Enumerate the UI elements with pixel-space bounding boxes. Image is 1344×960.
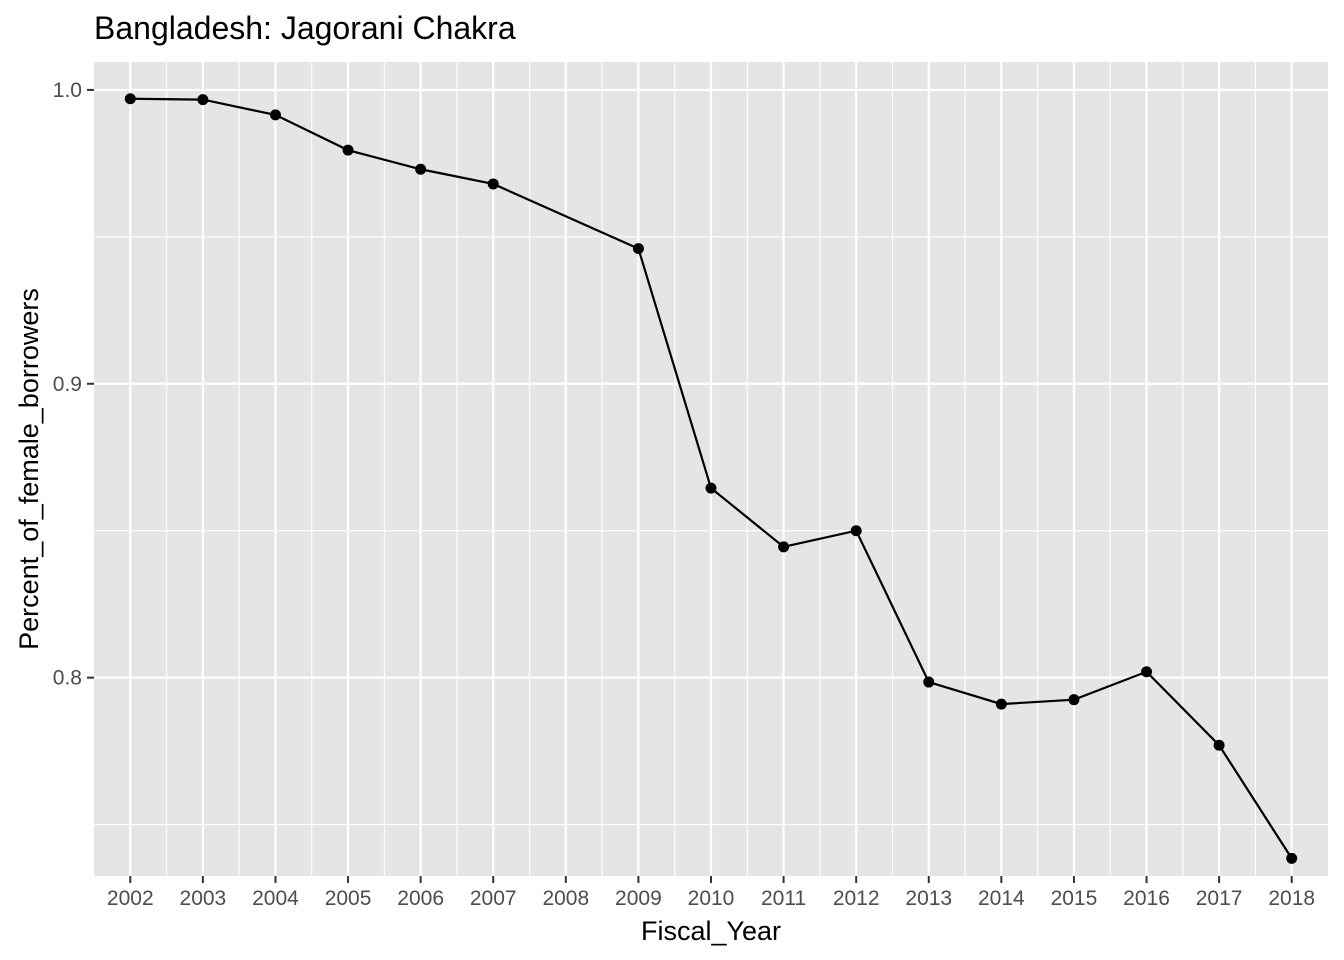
- x-tick-label: 2011: [761, 887, 806, 910]
- y-tick-label: 0.8: [53, 667, 82, 690]
- data-point: [705, 482, 717, 494]
- x-tick-label: 2007: [470, 887, 517, 910]
- data-points: [124, 93, 1298, 864]
- series-line: [130, 97, 1293, 859]
- data-point: [778, 541, 790, 553]
- data-point: [923, 676, 935, 688]
- x-axis-title: Fiscal_Year: [641, 916, 781, 946]
- x-axis-tick-labels: 2002 2003 2004 2005 2006 2007 2008 2009 2010 2011…: [107, 887, 1315, 910]
- data-point: [632, 243, 644, 255]
- x-tick-label: 2008: [542, 887, 589, 910]
- chart-title: Bangladesh: Jagorani Chakra: [94, 10, 516, 46]
- data-point: [1068, 694, 1080, 706]
- data-point: [850, 525, 862, 537]
- data-point: [197, 94, 209, 106]
- data-point: [1141, 666, 1153, 678]
- x-tick-label: 2012: [833, 887, 880, 910]
- x-tick-label: 2009: [615, 887, 662, 910]
- axis-ticks: [87, 88, 1293, 883]
- y-tick-label: 1.0: [53, 79, 82, 102]
- data-point: [415, 163, 427, 175]
- x-tick-label: 2013: [905, 887, 952, 910]
- x-tick-label: 2003: [180, 887, 227, 910]
- x-tick-label: 2005: [325, 887, 372, 910]
- y-tick-label: 0.9: [53, 373, 82, 396]
- data-point: [1286, 852, 1298, 864]
- x-tick-label: 2015: [1051, 887, 1098, 910]
- x-tick-label: 2002: [107, 887, 154, 910]
- data-point: [124, 93, 136, 105]
- x-tick-label: 2006: [397, 887, 444, 910]
- data-point: [269, 109, 281, 121]
- data-point: [342, 144, 354, 156]
- y-axis-title: Percent_of_female_borrowers: [14, 288, 44, 650]
- x-tick-label: 2004: [252, 887, 299, 910]
- x-tick-label: 2016: [1123, 887, 1170, 910]
- y-axis-tick-labels: 0.8 0.9 1.0: [53, 79, 82, 690]
- minor-gridlines: [94, 62, 1328, 876]
- data-point: [487, 178, 499, 190]
- x-tick-label: 2018: [1268, 887, 1315, 910]
- data-point: [995, 698, 1007, 710]
- x-tick-label: 2017: [1196, 887, 1243, 910]
- data-point: [1213, 739, 1225, 751]
- x-tick-label: 2014: [978, 887, 1025, 910]
- x-tick-label: 2010: [688, 887, 735, 910]
